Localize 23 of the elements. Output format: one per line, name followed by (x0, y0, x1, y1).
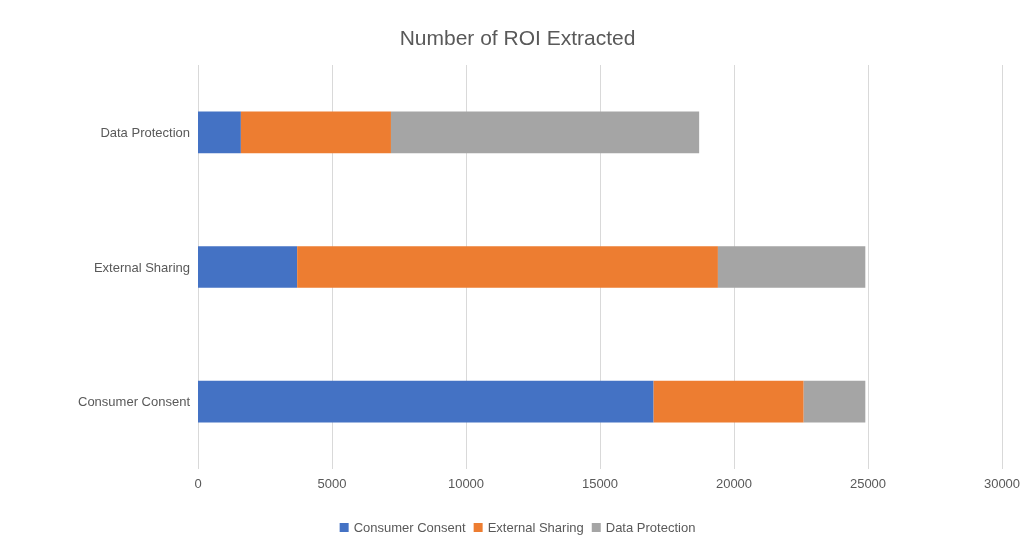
bar (198, 246, 298, 288)
y-tick-label: Data Protection (100, 124, 190, 140)
x-tick-label: 30000 (983, 476, 1021, 491)
bar (297, 246, 718, 288)
legend-label: Data Protection (605, 520, 696, 535)
bar (653, 380, 804, 423)
x-tick-label: 25000 (849, 476, 887, 491)
bar (717, 246, 866, 288)
x-tick-label: 5000 (317, 476, 347, 491)
bar (803, 380, 866, 423)
bar (198, 111, 241, 154)
chart-title: Number of ROI Extracted (399, 26, 636, 49)
x-tick-label: 15000 (581, 476, 619, 491)
x-tick-label: 0 (194, 476, 202, 491)
legend-label: External Sharing (487, 520, 584, 535)
bar (240, 111, 391, 154)
y-tick-label: External Sharing (93, 259, 190, 275)
y-tick-label: Consumer Consent (78, 394, 191, 410)
bar (390, 111, 700, 154)
legend-label: Consumer Consent (353, 520, 467, 535)
x-tick-label: 20000 (715, 476, 753, 491)
bar (198, 380, 654, 423)
x-tick-label: 10000 (447, 476, 485, 491)
